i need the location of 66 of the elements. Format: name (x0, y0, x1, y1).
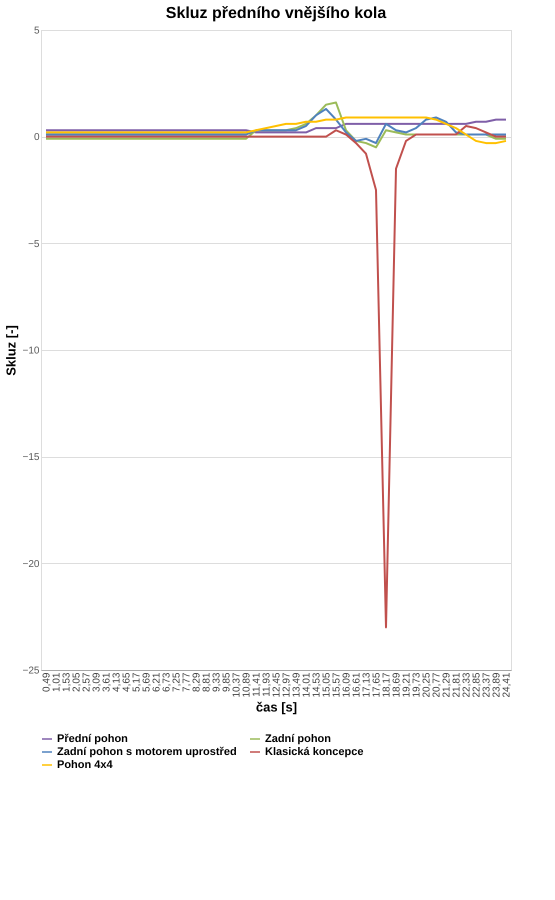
x-tick-label: 9,33 (212, 672, 222, 692)
legend-label: Zadní pohon s motorem uprostřed (57, 746, 237, 758)
y-axis-title: Skluz [-] (4, 325, 19, 376)
legend-label: Zadní pohon (265, 733, 332, 745)
x-tick-label: 2,57 (82, 672, 92, 692)
y-tick-label: −15 (22, 452, 40, 464)
chart-title: Skluz předního vnějšího kola (166, 5, 386, 22)
x-tick-label: 24,41 (502, 672, 512, 698)
y-tick-label: −20 (22, 558, 40, 570)
x-tick-label: 4,13 (112, 672, 122, 692)
x-tick-label: 9,85 (222, 672, 232, 692)
x-tick-label: 22,85 (472, 672, 482, 698)
y-tick-label: −25 (22, 666, 40, 676)
x-tick-label: 23,89 (492, 672, 502, 698)
x-tick-label: 14,53 (312, 672, 322, 698)
x-tick-label: 4,65 (122, 672, 132, 692)
x-tick-label: 1,01 (52, 672, 62, 692)
x-tick-label: 11,41 (252, 672, 262, 697)
x-tick-label: 3,61 (102, 672, 112, 692)
legend-label: Klasická koncepce (265, 746, 364, 758)
x-tick-label: 3,09 (92, 672, 102, 692)
x-tick-label: 15,57 (332, 672, 342, 698)
x-tick-label: 23,37 (482, 672, 492, 698)
y-tick-label: −10 (22, 346, 40, 356)
x-tick-label: 15,05 (322, 672, 332, 698)
x-tick-label: 21,81 (452, 672, 462, 698)
x-axis-title: čas [s] (256, 700, 298, 715)
x-tick-label: 10,89 (242, 672, 252, 698)
x-tick-label: 8,81 (202, 672, 212, 692)
x-tick-label: 6,21 (152, 672, 162, 692)
x-tick-label: 14,01 (302, 672, 312, 698)
x-tick-label: 5,69 (142, 672, 152, 692)
x-tick-label: 6,73 (162, 672, 172, 692)
x-tick-label: 18,69 (392, 672, 402, 698)
line-series (45, 118, 507, 134)
x-tick-label: 7,77 (182, 672, 192, 692)
x-tick-label: 2,05 (72, 672, 82, 692)
x-tick-label: 19,73 (412, 672, 422, 698)
x-tick-label: 19,21 (402, 672, 412, 698)
x-tick-label: 7,25 (172, 672, 182, 692)
x-tick-label: 18,17 (382, 672, 392, 698)
x-tick-label: 12,97 (282, 672, 292, 698)
x-tick-label: 22,33 (462, 672, 472, 698)
x-tick-label: 13,49 (292, 672, 302, 698)
x-tick-label: 10,37 (232, 672, 242, 698)
x-tick-label: 17,13 (362, 672, 372, 698)
x-tick-label: 5,17 (132, 672, 142, 692)
y-tick-label: 5 (34, 26, 40, 36)
x-tick-label: 16,61 (352, 672, 362, 698)
x-tick-label: 0,49 (42, 672, 52, 692)
x-tick-label: 20,77 (432, 672, 442, 698)
y-tick-label: −5 (28, 238, 40, 250)
x-tick-label: 1,53 (62, 672, 72, 692)
x-tick-label: 11,93 (262, 672, 272, 697)
y-tick-label: 0 (34, 132, 40, 144)
line-series (45, 108, 507, 144)
x-tick-label: 20,25 (422, 672, 432, 698)
line-series (45, 116, 507, 144)
legend-label: Pohon 4x4 (57, 759, 114, 771)
x-tick-label: 12,45 (272, 672, 282, 698)
x-tick-label: 16,09 (342, 672, 352, 698)
x-tick-label: 17,65 (372, 672, 382, 698)
line-series (45, 125, 507, 628)
x-tick-label: 21,29 (442, 672, 452, 698)
x-tick-label: 8,29 (192, 672, 202, 692)
legend-label: Přední pohon (57, 733, 128, 745)
